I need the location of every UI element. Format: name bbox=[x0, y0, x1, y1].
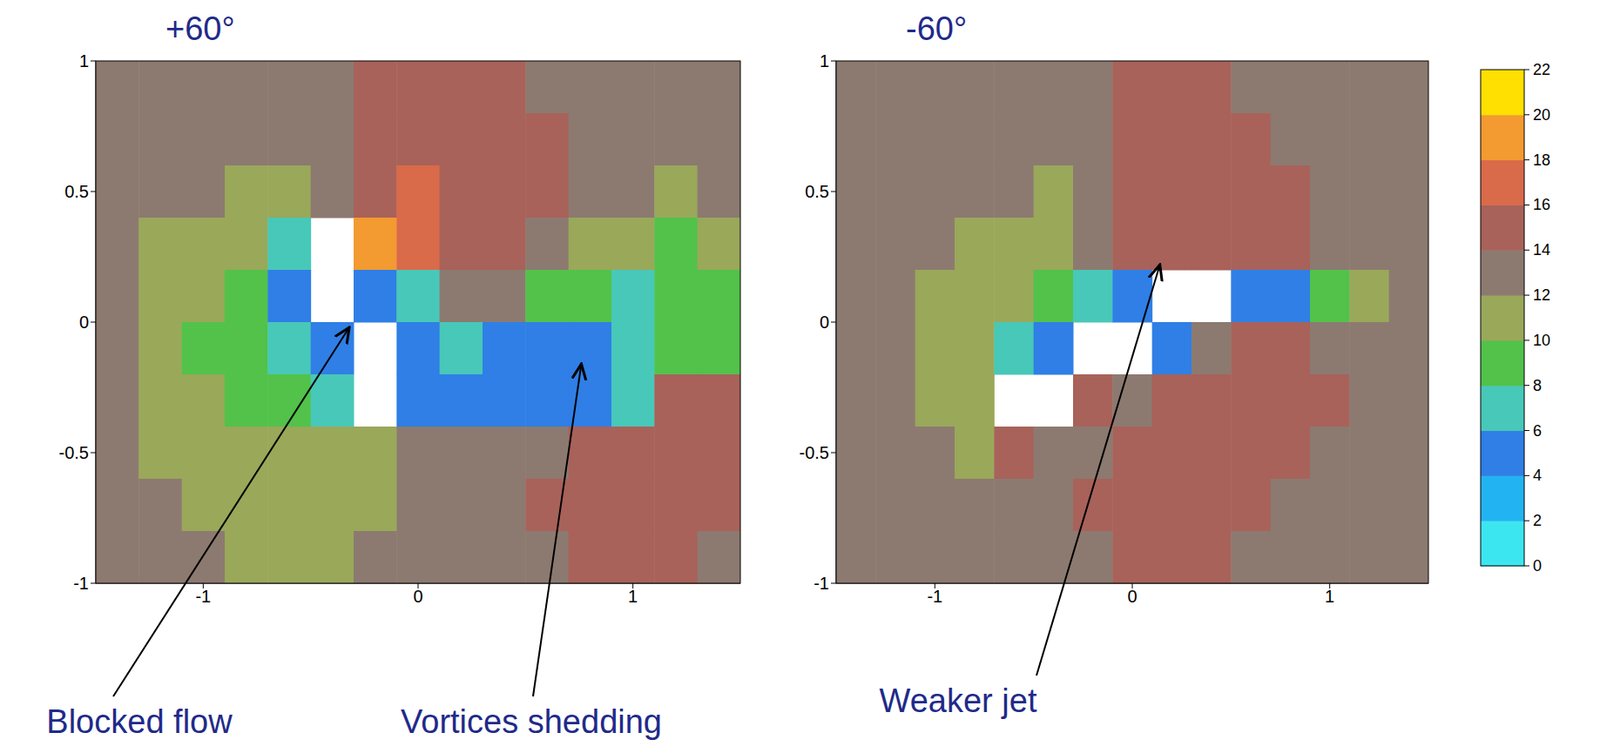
svg-text:18: 18 bbox=[1532, 151, 1551, 169]
svg-text:-1: -1 bbox=[813, 573, 830, 594]
svg-text:16: 16 bbox=[1532, 195, 1551, 214]
svg-text:0: 0 bbox=[412, 587, 423, 607]
svg-text:-1: -1 bbox=[195, 587, 211, 607]
svg-text:2: 2 bbox=[1532, 512, 1542, 530]
svg-text:6: 6 bbox=[1532, 422, 1542, 440]
svg-text:Blocked flow: Blocked flow bbox=[46, 703, 233, 741]
svg-text:0: 0 bbox=[1127, 587, 1137, 607]
svg-text:10: 10 bbox=[1532, 331, 1551, 350]
svg-text:0.5: 0.5 bbox=[804, 182, 830, 202]
svg-text:1: 1 bbox=[627, 587, 638, 607]
svg-text:0: 0 bbox=[1532, 557, 1542, 575]
svg-text:8: 8 bbox=[1532, 377, 1542, 395]
svg-text:Vortices shedding: Vortices shedding bbox=[400, 703, 662, 741]
html-text:-60°: -60° bbox=[905, 10, 967, 48]
svg-text:-0.5: -0.5 bbox=[59, 443, 89, 463]
svg-text:22: 22 bbox=[1532, 60, 1551, 79]
svg-text:Weaker jet: Weaker jet bbox=[879, 682, 1038, 720]
svg-text:0: 0 bbox=[79, 312, 89, 332]
svg-text:4: 4 bbox=[1532, 466, 1542, 485]
svg-text:-1: -1 bbox=[926, 587, 943, 607]
svg-text:1: 1 bbox=[1324, 587, 1335, 607]
svg-text:1: 1 bbox=[79, 52, 89, 71]
svg-text:1: 1 bbox=[819, 52, 830, 71]
svg-text:14: 14 bbox=[1532, 241, 1551, 259]
html-text:+60°: +60° bbox=[165, 10, 235, 48]
svg-text:0.5: 0.5 bbox=[64, 182, 89, 202]
svg-text:0: 0 bbox=[819, 312, 830, 332]
svg-text:20: 20 bbox=[1532, 106, 1551, 124]
svg-text:-0.5: -0.5 bbox=[799, 443, 830, 463]
svg-text:12: 12 bbox=[1532, 286, 1551, 304]
svg-text:-1: -1 bbox=[73, 573, 89, 594]
